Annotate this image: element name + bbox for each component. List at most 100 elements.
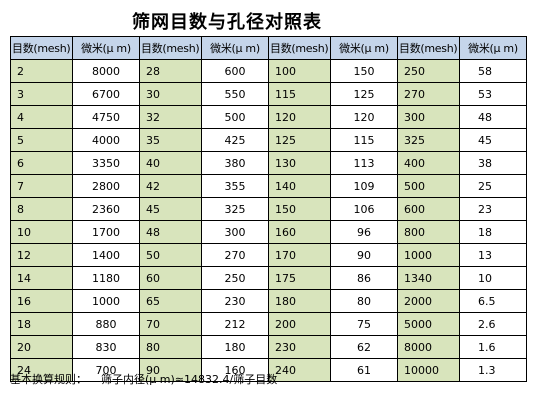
- mesh-cell: 170: [268, 243, 331, 267]
- mesh-cell: 10: [10, 220, 73, 244]
- micron-cell: 600: [201, 59, 269, 83]
- table-row: 16 1000 65 230 180 80 2000 6.5: [10, 289, 527, 313]
- mesh-cell: 16: [10, 289, 73, 313]
- micron-cell: 1.3: [459, 358, 527, 382]
- micron-cell: 880: [72, 312, 140, 336]
- conversion-rule: 基本换算规则： 筛子内径(μ m)≈14832.4/筛子目数: [10, 374, 526, 386]
- mesh-cell: 32: [139, 105, 202, 129]
- micron-cell: 325: [201, 197, 269, 221]
- micron-cell: 86: [330, 266, 398, 290]
- mesh-cell: 14: [10, 266, 73, 290]
- header-micron: 微米(μ m): [330, 36, 398, 60]
- mesh-cell: 70: [139, 312, 202, 336]
- micron-cell: 125: [330, 82, 398, 106]
- micron-cell: 115: [330, 128, 398, 152]
- mesh-cell: 250: [397, 59, 460, 83]
- table-row: 20 830 80 180 230 62 8000 1.6: [10, 335, 527, 359]
- mesh-cell: 100: [268, 59, 331, 83]
- mesh-cell: 42: [139, 174, 202, 198]
- mesh-cell: 125: [268, 128, 331, 152]
- micron-cell: 8000: [72, 59, 140, 83]
- micron-cell: 62: [330, 335, 398, 359]
- header-micron: 微米(μ m): [201, 36, 269, 60]
- mesh-cell: 8000: [397, 335, 460, 359]
- micron-cell: 38: [459, 151, 527, 175]
- micron-cell: 45: [459, 128, 527, 152]
- micron-cell: 700: [72, 358, 140, 382]
- micron-cell: 3350: [72, 151, 140, 175]
- micron-cell: 150: [330, 59, 398, 83]
- mesh-cell: 120: [268, 105, 331, 129]
- micron-cell: 1180: [72, 266, 140, 290]
- table-body: 2 8000 28 600 100 150 250 58 3 6700 30 550 115 125 270…: [10, 59, 527, 382]
- mesh-cell: 20: [10, 335, 73, 359]
- micron-cell: 90: [330, 243, 398, 267]
- header-mesh: 目数(mesh): [397, 36, 460, 60]
- mesh-cell: 400: [397, 151, 460, 175]
- micron-cell: 2.6: [459, 312, 527, 336]
- micron-cell: 380: [201, 151, 269, 175]
- table-row: 10 1700 48 300 160 96 800 18: [10, 220, 527, 244]
- micron-cell: 2800: [72, 174, 140, 198]
- mesh-cell: 1340: [397, 266, 460, 290]
- mesh-cell: 200: [268, 312, 331, 336]
- mesh-cell: 6: [10, 151, 73, 175]
- micron-cell: 250: [201, 266, 269, 290]
- micron-cell: 4000: [72, 128, 140, 152]
- mesh-cell: 30: [139, 82, 202, 106]
- mesh-cell: 10000: [397, 358, 460, 382]
- table-row: 7 2800 42 355 140 109 500 25: [10, 174, 527, 198]
- micron-cell: 96: [330, 220, 398, 244]
- header-mesh: 目数(mesh): [268, 36, 331, 60]
- micron-cell: 2360: [72, 197, 140, 221]
- micron-cell: 10: [459, 266, 527, 290]
- table-row: 14 1180 60 250 175 86 1340 10: [10, 266, 527, 290]
- micron-cell: 25: [459, 174, 527, 198]
- mesh-micron-table: 目数(mesh) 微米(μ m) 目数(mesh) 微米(μ m) 目数(mes…: [10, 36, 527, 382]
- micron-cell: 80: [330, 289, 398, 313]
- micron-cell: 180: [201, 335, 269, 359]
- mesh-cell: 5000: [397, 312, 460, 336]
- mesh-cell: 325: [397, 128, 460, 152]
- mesh-cell: 24: [10, 358, 73, 382]
- mesh-cell: 300: [397, 105, 460, 129]
- micron-cell: 53: [459, 82, 527, 106]
- micron-cell: 212: [201, 312, 269, 336]
- micron-cell: 160: [201, 358, 269, 382]
- mesh-cell: 130: [268, 151, 331, 175]
- micron-cell: 230: [201, 289, 269, 313]
- micron-cell: 18: [459, 220, 527, 244]
- mesh-cell: 115: [268, 82, 331, 106]
- mesh-cell: 35: [139, 128, 202, 152]
- table-row: 4 4750 32 500 120 120 300 48: [10, 105, 527, 129]
- micron-cell: 106: [330, 197, 398, 221]
- micron-cell: 550: [201, 82, 269, 106]
- micron-cell: 830: [72, 335, 140, 359]
- mesh-cell: 65: [139, 289, 202, 313]
- mesh-cell: 180: [268, 289, 331, 313]
- conversion-rule-label: 基本换算规则：: [10, 373, 87, 386]
- header-micron: 微米(μ m): [459, 36, 527, 60]
- mesh-cell: 8: [10, 197, 73, 221]
- mesh-cell: 1000: [397, 243, 460, 267]
- mesh-cell: 7: [10, 174, 73, 198]
- mesh-cell: 600: [397, 197, 460, 221]
- mesh-cell: 18: [10, 312, 73, 336]
- table-row: 8 2360 45 325 150 106 600 23: [10, 197, 527, 221]
- micron-cell: 61: [330, 358, 398, 382]
- table-row: 12 1400 50 270 170 90 1000 13: [10, 243, 527, 267]
- mesh-cell: 12: [10, 243, 73, 267]
- table-row: 3 6700 30 550 115 125 270 53: [10, 82, 527, 106]
- micron-cell: 75: [330, 312, 398, 336]
- micron-cell: 6700: [72, 82, 140, 106]
- table-row: 2 8000 28 600 100 150 250 58: [10, 59, 527, 83]
- mesh-cell: 230: [268, 335, 331, 359]
- mesh-cell: 2: [10, 59, 73, 83]
- mesh-cell: 160: [268, 220, 331, 244]
- micron-cell: 120: [330, 105, 398, 129]
- micron-cell: 6.5: [459, 289, 527, 313]
- micron-cell: 23: [459, 197, 527, 221]
- mesh-cell: 240: [268, 358, 331, 382]
- micron-cell: 4750: [72, 105, 140, 129]
- mesh-cell: 28: [139, 59, 202, 83]
